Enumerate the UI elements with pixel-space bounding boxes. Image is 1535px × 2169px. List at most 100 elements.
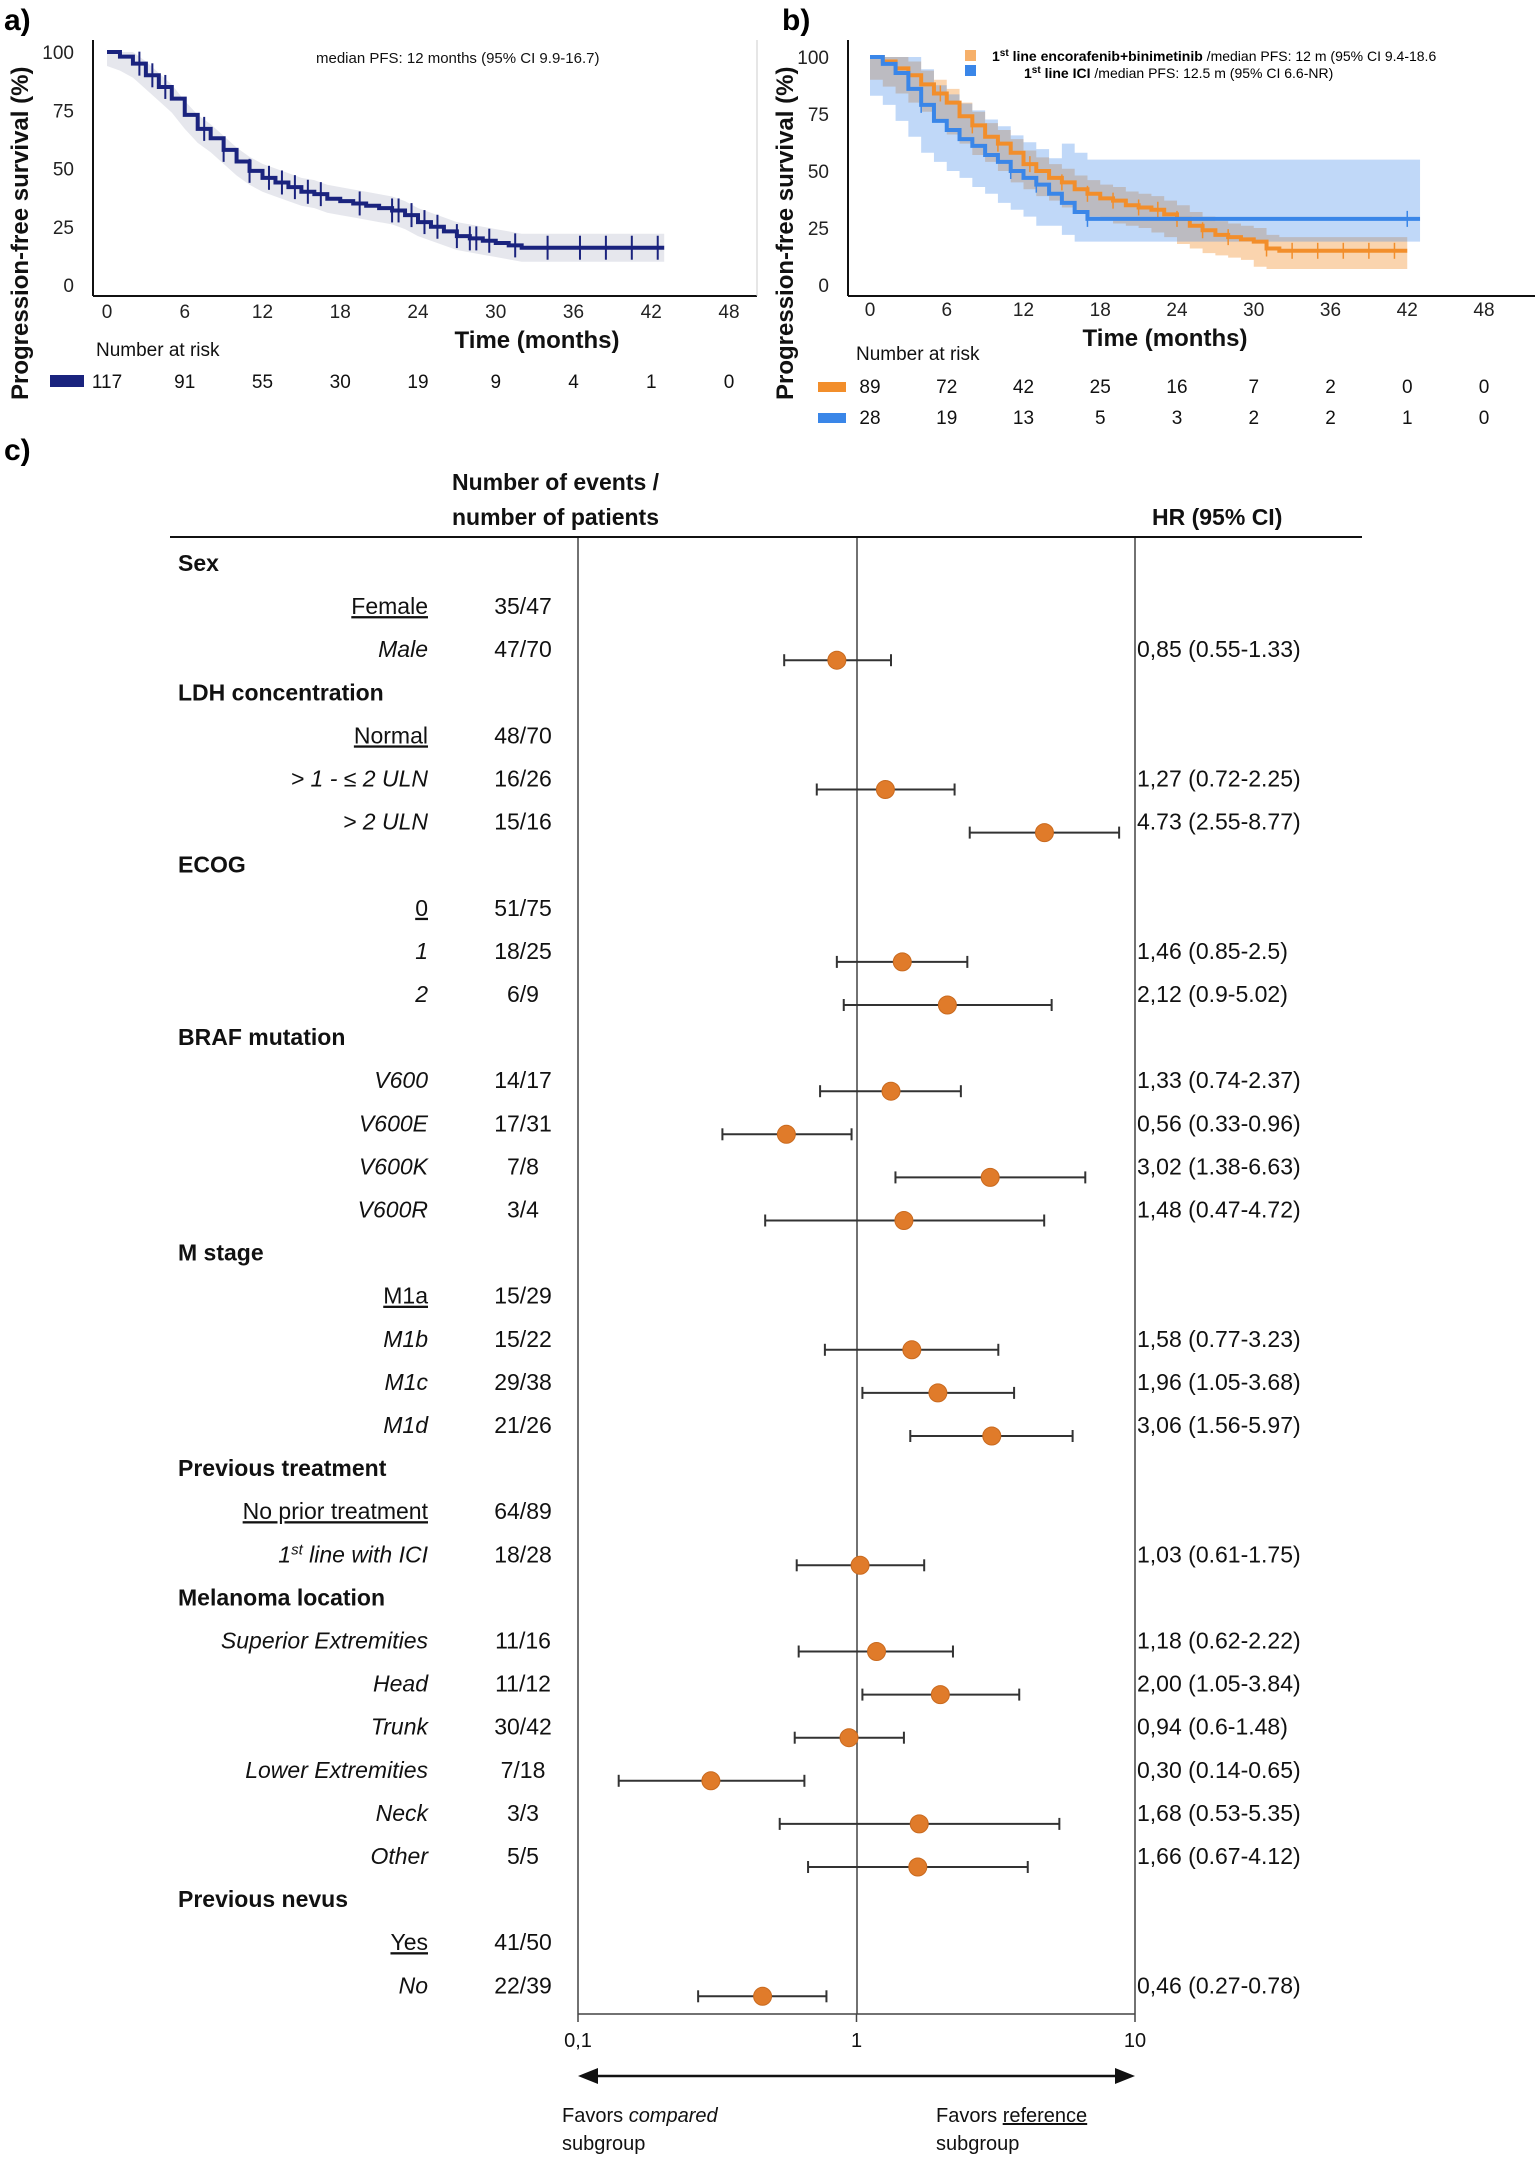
- km-b-legend-ici-rest: /median PFS: 12.5 m (95% CI 6.6-NR): [1091, 65, 1334, 81]
- km-b-xtick: 36: [1320, 300, 1341, 321]
- km-a-xtick: 42: [641, 302, 662, 323]
- forest-hr-point: [928, 1383, 948, 1403]
- forest-events: 48/70: [494, 722, 552, 748]
- forest-subgroup-label: Lower Extremities: [245, 1757, 428, 1783]
- km-b-curve: [870, 55, 1408, 253]
- forest-hr-point: [753, 1986, 773, 2006]
- km-a-ytick: 100: [42, 43, 74, 64]
- km-b-risk-count: 5: [1095, 408, 1106, 429]
- km-a-xtick: 30: [485, 302, 506, 323]
- forest-events: 22/39: [494, 1972, 552, 1998]
- forest-hr-text: 1,66 (0.67-4.12): [1137, 1843, 1301, 1869]
- km-b-xlabel: Time (months): [1083, 325, 1248, 352]
- forest-hr-text: 0,85 (0.55-1.33): [1137, 636, 1301, 662]
- forest-hr-point: [937, 995, 957, 1015]
- forest-hr-text: 1,96 (1.05-3.68): [1137, 1369, 1301, 1395]
- forest-events: 11/12: [495, 1671, 551, 1697]
- km-b-ylabel: Progression-free survival (%): [772, 67, 799, 400]
- forest-subgroup-label: Other: [370, 1843, 429, 1869]
- km-b-risk-count: 25: [1090, 377, 1111, 398]
- forest-events: 7/8: [507, 1153, 539, 1179]
- favors-right-word: Favors: [936, 2105, 1003, 2127]
- forest-subgroup-label: 2: [414, 981, 428, 1007]
- km-a-risk-count: 4: [568, 372, 579, 393]
- forest-subgroup-label: M1c: [385, 1369, 429, 1395]
- forest-hr-text: 1,68 (0.53-5.35): [1137, 1800, 1301, 1826]
- km-a-xtick: 48: [718, 302, 739, 323]
- km-b-legend-ici-sup: st: [1032, 65, 1042, 76]
- km-b-risk-count: 0: [1479, 408, 1490, 429]
- km-b-legend-ici: 1st line ICI /median PFS: 12.5 m (95% CI…: [1024, 65, 1333, 81]
- forest-group-label: M stage: [178, 1240, 264, 1266]
- forest-subgroup-label: 1: [415, 938, 428, 964]
- km-b-risk-count: 72: [936, 377, 957, 398]
- forest-hr-text: 1,48 (0.47-4.72): [1137, 1197, 1301, 1223]
- forest-hr-point: [881, 1081, 901, 1101]
- forest-events: 5/5: [507, 1843, 539, 1869]
- forest-hr-text: 0,94 (0.6-1.48): [1137, 1714, 1288, 1740]
- favors-right-line1: Favors reference: [936, 2105, 1087, 2127]
- favors-right-line2: subgroup: [936, 2133, 1019, 2155]
- forest-events: 15/16: [494, 809, 552, 835]
- forest-header-events-2: number of patients: [452, 504, 659, 530]
- km-a-risk-title: Number at risk: [96, 340, 220, 361]
- forest-subgroup-label: Neck: [376, 1800, 430, 1826]
- km-b-xtick: 42: [1397, 300, 1418, 321]
- forest-subgroup-label: 1st line with ICI: [278, 1541, 428, 1567]
- forest-events: 29/38: [494, 1369, 552, 1395]
- forest-hr-point: [701, 1771, 721, 1791]
- km-b-legend-swatch-ici: [965, 65, 976, 76]
- km-a-risk-count: 19: [407, 372, 428, 393]
- forest-events: 6/9: [507, 981, 539, 1007]
- forest-hr-text: 0,30 (0.14-0.65): [1137, 1757, 1301, 1783]
- km-b-legend-ici-bold: line ICI: [1041, 65, 1091, 81]
- km-a-xtick: 24: [407, 302, 429, 323]
- km-b-ytick: 75: [808, 105, 829, 126]
- km-b-ytick: 25: [808, 219, 829, 240]
- km-b-risk-count: 13: [1013, 408, 1034, 429]
- km-b-legend-ici-num: 1: [1024, 65, 1032, 81]
- km-b-risk-count: 2: [1325, 377, 1336, 398]
- km-b-risk-title: Number at risk: [856, 344, 980, 365]
- forest-hr-text: 1,18 (0.62-2.22): [1137, 1628, 1301, 1654]
- forest-subgroup-label: V600K: [359, 1153, 430, 1179]
- forest-events: 41/50: [494, 1929, 552, 1955]
- forest-events: 7/18: [501, 1757, 546, 1783]
- km-a-risk-count: 1: [646, 372, 657, 393]
- km-a-risk-count: 30: [330, 372, 351, 393]
- km-b-curve: [870, 55, 1421, 221]
- forest-hr-text: 2,00 (1.05-3.84): [1137, 1671, 1301, 1697]
- forest-header-hr: HR (95% CI): [1152, 504, 1282, 530]
- km-b-xtick: 12: [1013, 300, 1034, 321]
- favors-arrow-right: [1115, 2068, 1135, 2084]
- forest-subgroup-label: V600: [374, 1067, 428, 1093]
- forest-hr-text: 0,46 (0.27-0.78): [1137, 1972, 1301, 1998]
- forest-events: 3/4: [507, 1197, 539, 1223]
- km-b-risk-count: 16: [1166, 377, 1187, 398]
- forest-subgroup-label: Superior Extremities: [221, 1628, 429, 1654]
- km-a-risk-count: 55: [252, 372, 273, 393]
- forest-hr-point: [827, 650, 847, 670]
- km-b-risk-count: 2: [1248, 408, 1259, 429]
- forest-subgroup-label: Female: [351, 593, 428, 619]
- forest-events: 11/16: [495, 1628, 551, 1654]
- km-a-xtick: 6: [179, 302, 190, 323]
- km-b-risk-swatch-ici: [818, 413, 846, 423]
- km-b-legend-encorafenib: 1st line encorafenib+binimetinib /median…: [992, 48, 1436, 64]
- favors-left-line2: subgroup: [562, 2133, 645, 2155]
- forest-hr-point: [980, 1167, 1000, 1187]
- forest-hr-point: [930, 1685, 950, 1705]
- forest-subgroup-label: M1b: [383, 1326, 428, 1352]
- forest-events: 18/25: [494, 938, 552, 964]
- forest-hr-point: [839, 1728, 859, 1748]
- panel-label-c: c): [4, 434, 31, 467]
- forest-events: 64/89: [494, 1498, 552, 1524]
- forest-xtick-label: 0,1: [564, 2030, 592, 2052]
- forest-group-label: ECOG: [178, 852, 246, 878]
- km-a-ytick: 50: [53, 160, 74, 181]
- km-b-xtick: 24: [1166, 300, 1188, 321]
- forest-subgroup-label: Trunk: [371, 1714, 430, 1740]
- forest-events: 17/31: [494, 1110, 552, 1136]
- km-b-risk-count: 3: [1172, 408, 1183, 429]
